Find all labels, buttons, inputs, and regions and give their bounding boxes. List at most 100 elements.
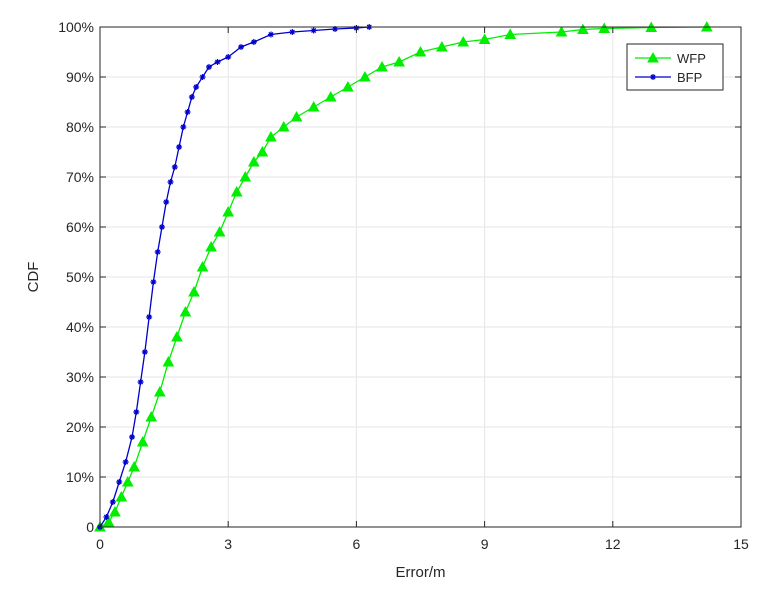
data-point-bfp <box>167 179 174 185</box>
data-point-bfp <box>205 64 212 70</box>
data-point-wfp <box>171 330 183 342</box>
data-point-bfp <box>310 27 317 34</box>
data-point-wfp <box>102 515 115 527</box>
data-point-wfp <box>109 505 121 517</box>
x-tick-label: 12 <box>605 536 621 552</box>
y-tick-label: 70% <box>66 169 94 185</box>
data-point-wfp <box>230 185 243 197</box>
data-point-wfp <box>307 100 320 112</box>
series-layer <box>94 20 713 532</box>
y-tick-label: 100% <box>58 19 94 35</box>
y-axis-label: CDF <box>25 262 42 293</box>
data-point-wfp <box>457 35 470 47</box>
data-point-bfp <box>267 31 274 38</box>
data-point-bfp <box>188 94 195 100</box>
data-point-wfp <box>478 33 491 44</box>
x-tick-label: 9 <box>481 536 489 552</box>
data-point-bfp <box>238 44 245 50</box>
data-point-bfp <box>171 164 178 170</box>
y-tick-label: 80% <box>66 119 94 135</box>
legend-marker-wfp <box>647 51 659 63</box>
data-point-wfp <box>136 435 149 447</box>
data-point-bfp <box>176 144 183 150</box>
data-point-bfp <box>289 29 296 35</box>
data-point-wfp <box>324 90 337 102</box>
data-point-bfp <box>154 249 161 255</box>
legend-label-wfp: WFP <box>677 51 706 66</box>
data-point-bfp <box>225 54 232 60</box>
data-point-wfp <box>145 410 158 422</box>
x-tick-label: 15 <box>733 536 749 552</box>
data-point-bfp <box>103 514 110 520</box>
data-point-wfp <box>376 60 388 72</box>
data-point-bfp <box>150 279 157 285</box>
legend-items: WFP BFP <box>635 51 706 85</box>
legend-item-wfp: WFP <box>635 51 706 66</box>
x-axis-label: Error/m <box>396 564 446 581</box>
x-tick-label: 6 <box>353 536 361 552</box>
data-point-bfp <box>250 39 257 45</box>
data-point-wfp <box>196 260 209 272</box>
data-point-wfp <box>359 70 371 82</box>
data-point-wfp <box>393 55 405 67</box>
data-point-bfp <box>133 409 140 415</box>
legend: WFP BFP <box>626 43 724 91</box>
y-tick-label: 40% <box>66 319 94 335</box>
data-point-bfp <box>109 499 116 505</box>
legend-item-bfp: BFP <box>635 70 702 85</box>
data-point-wfp <box>504 28 517 39</box>
data-point-wfp <box>342 80 354 92</box>
data-point-bfp <box>158 224 165 230</box>
data-point-bfp <box>193 84 200 90</box>
data-point-wfp <box>153 385 166 397</box>
data-point-wfp <box>205 240 217 252</box>
data-point-bfp <box>116 479 123 485</box>
y-tick-label: 50% <box>66 269 94 285</box>
legend-label-bfp: BFP <box>677 70 702 85</box>
data-point-wfp <box>128 460 141 472</box>
y-tick-label: 20% <box>66 419 94 435</box>
ticks: 0 3 6 9 12 15 0 10% 20% 30% 40% 50% 60% 70% 80% 90% 100% <box>58 19 749 552</box>
data-point-wfp <box>213 225 226 237</box>
data-point-wfp <box>577 23 589 34</box>
data-point-bfp <box>141 349 148 355</box>
legend-marker-bfp <box>650 74 656 80</box>
data-point-wfp <box>277 120 290 132</box>
series-line-wfp <box>99 26 707 528</box>
series-wfp <box>94 20 713 532</box>
data-point-wfp <box>188 285 200 297</box>
y-tick-label: 0 <box>86 519 94 535</box>
data-point-wfp <box>179 305 192 317</box>
x-tick-label: 0 <box>96 536 104 552</box>
legend-box <box>626 43 724 91</box>
data-point-bfp <box>122 459 129 465</box>
data-point-bfp <box>129 434 136 440</box>
x-tick-label: 3 <box>224 536 232 552</box>
data-point-bfp <box>199 74 206 80</box>
data-point-wfp <box>115 490 128 502</box>
data-point-wfp <box>239 170 252 182</box>
data-point-wfp <box>162 355 175 367</box>
y-tick-label: 90% <box>66 69 94 85</box>
data-point-bfp <box>332 26 339 32</box>
y-tick-label: 60% <box>66 219 94 235</box>
data-point-bfp <box>184 109 191 115</box>
data-point-bfp <box>163 199 170 205</box>
data-point-bfp <box>137 379 144 385</box>
data-point-wfp <box>247 155 260 167</box>
data-point-wfp <box>598 22 611 33</box>
y-tick-label: 30% <box>66 369 94 385</box>
data-point-wfp <box>222 205 235 217</box>
grid-lines <box>100 27 741 527</box>
data-point-bfp <box>180 124 187 130</box>
data-point-wfp <box>436 40 448 52</box>
y-tick-label: 10% <box>66 469 94 485</box>
data-point-wfp <box>256 145 269 157</box>
data-point-wfp <box>414 45 427 57</box>
data-point-bfp <box>146 314 153 320</box>
data-point-wfp <box>290 110 303 122</box>
data-point-wfp <box>121 475 134 487</box>
data-point-wfp <box>265 130 277 142</box>
data-point-bfp <box>214 59 221 65</box>
